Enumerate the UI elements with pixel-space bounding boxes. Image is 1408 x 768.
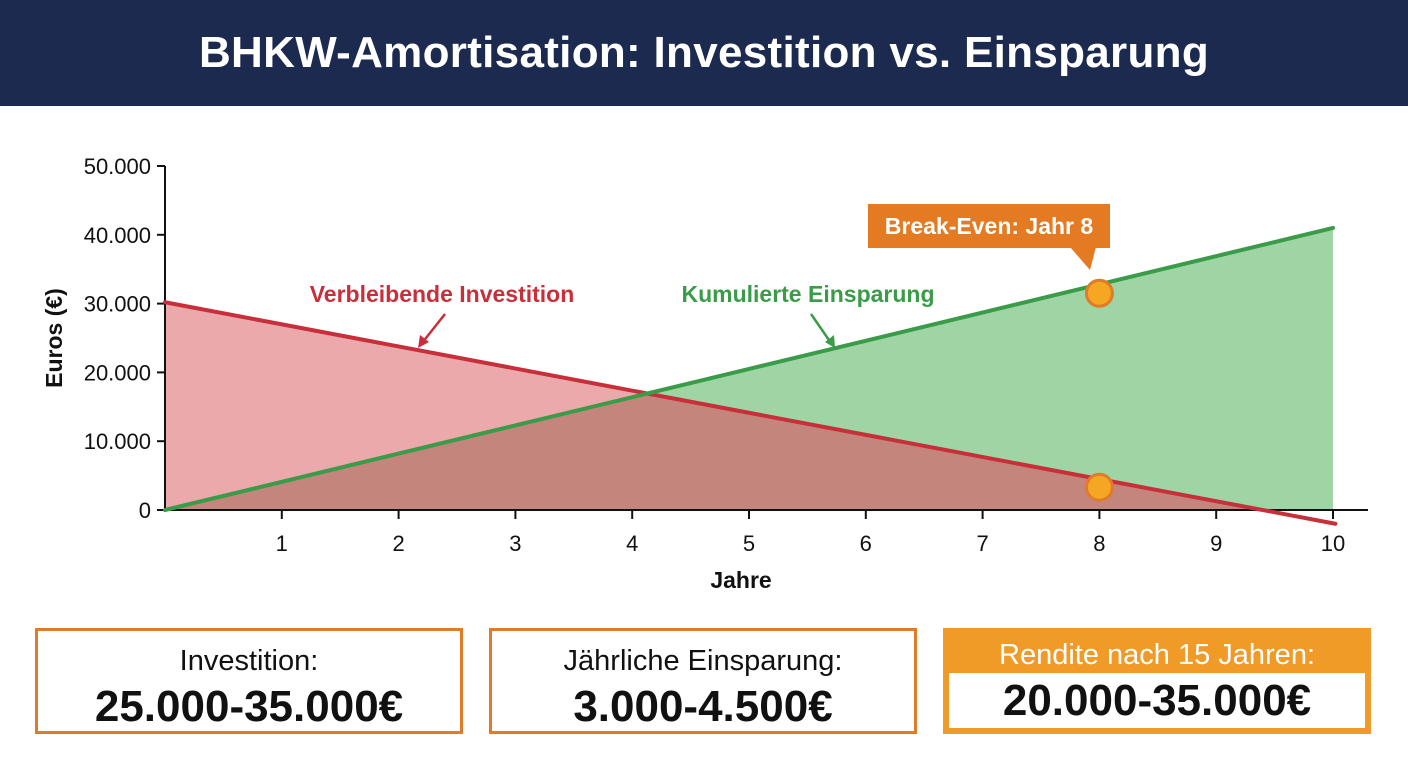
return-card: Rendite nach 15 Jahren: 20.000-35.000€: [943, 628, 1371, 734]
x-tick-label: 1: [276, 531, 288, 556]
overlap-area: [165, 393, 1263, 510]
x-tick-label: 2: [392, 531, 404, 556]
return-value: 20.000-35.000€: [1002, 675, 1312, 725]
x-tick-label: 4: [626, 531, 638, 556]
annual-savings-value: 3.000-4.500€: [573, 682, 833, 731]
x-tick-label: 9: [1210, 531, 1222, 556]
y-axis-title: Euros (€): [41, 288, 67, 388]
amortization-chart: 0 10.000 20.000 30.000 40.000 50.000 1 2 3 4 5 6 7 8 9…: [41, 154, 1368, 593]
savings-arrow-head: [825, 335, 835, 348]
y-tick-label: 20.000: [84, 360, 151, 385]
savings-line: [163, 225, 1335, 512]
y-tick-label: 40.000: [84, 223, 151, 248]
x-tick-label: 7: [976, 531, 988, 556]
investment-line: [163, 300, 1338, 526]
investment-card: Investition: 25.000-35.000€: [35, 628, 463, 734]
return-label: Rendite nach 15 Jahren:: [999, 639, 1315, 671]
investment-label: Investition:: [179, 645, 319, 677]
annual-savings-label: Jährliche Einsparung:: [563, 645, 843, 677]
annual-savings-card: Jährliche Einsparung: 3.000-4.500€: [489, 628, 917, 734]
y-tick-label: 30.000: [84, 292, 151, 317]
x-tick-label: 10: [1321, 531, 1345, 556]
y-tick-label: 50.000: [84, 154, 151, 179]
investment-arrow-head: [418, 335, 429, 348]
break-even-marker-savings: [1084, 278, 1114, 308]
break-even-label: Break-Even: Jahr 8: [885, 213, 1094, 239]
x-tick-label: 3: [509, 531, 521, 556]
investment-arrow: [421, 313, 446, 344]
savings-series-label: Kumulierte Einsparung: [681, 281, 934, 307]
investment-series-label: Verbleibende Investition: [310, 281, 575, 307]
savings-arrow: [809, 313, 833, 344]
x-tick-label: 8: [1093, 531, 1105, 556]
break-even-callout: [868, 204, 1110, 248]
y-tick-label: 0: [139, 498, 151, 523]
chart-title: BHKW-Amortisation: Investition vs. Einsp…: [198, 28, 1209, 77]
chart-header: BHKW-Amortisation: Investition vs. Einsp…: [0, 0, 1408, 106]
investment-value: 25.000-35.000€: [94, 682, 404, 731]
break-even-marker-investment: [1084, 472, 1114, 502]
x-axis-title: Jahre: [710, 567, 771, 593]
x-tick-label: 5: [743, 531, 755, 556]
y-tick-label: 10.000: [84, 429, 151, 454]
x-tick-label: 6: [860, 531, 872, 556]
break-even-callout-pointer: [1070, 247, 1096, 270]
return-value-box: 20.000-35.000€: [949, 673, 1365, 728]
